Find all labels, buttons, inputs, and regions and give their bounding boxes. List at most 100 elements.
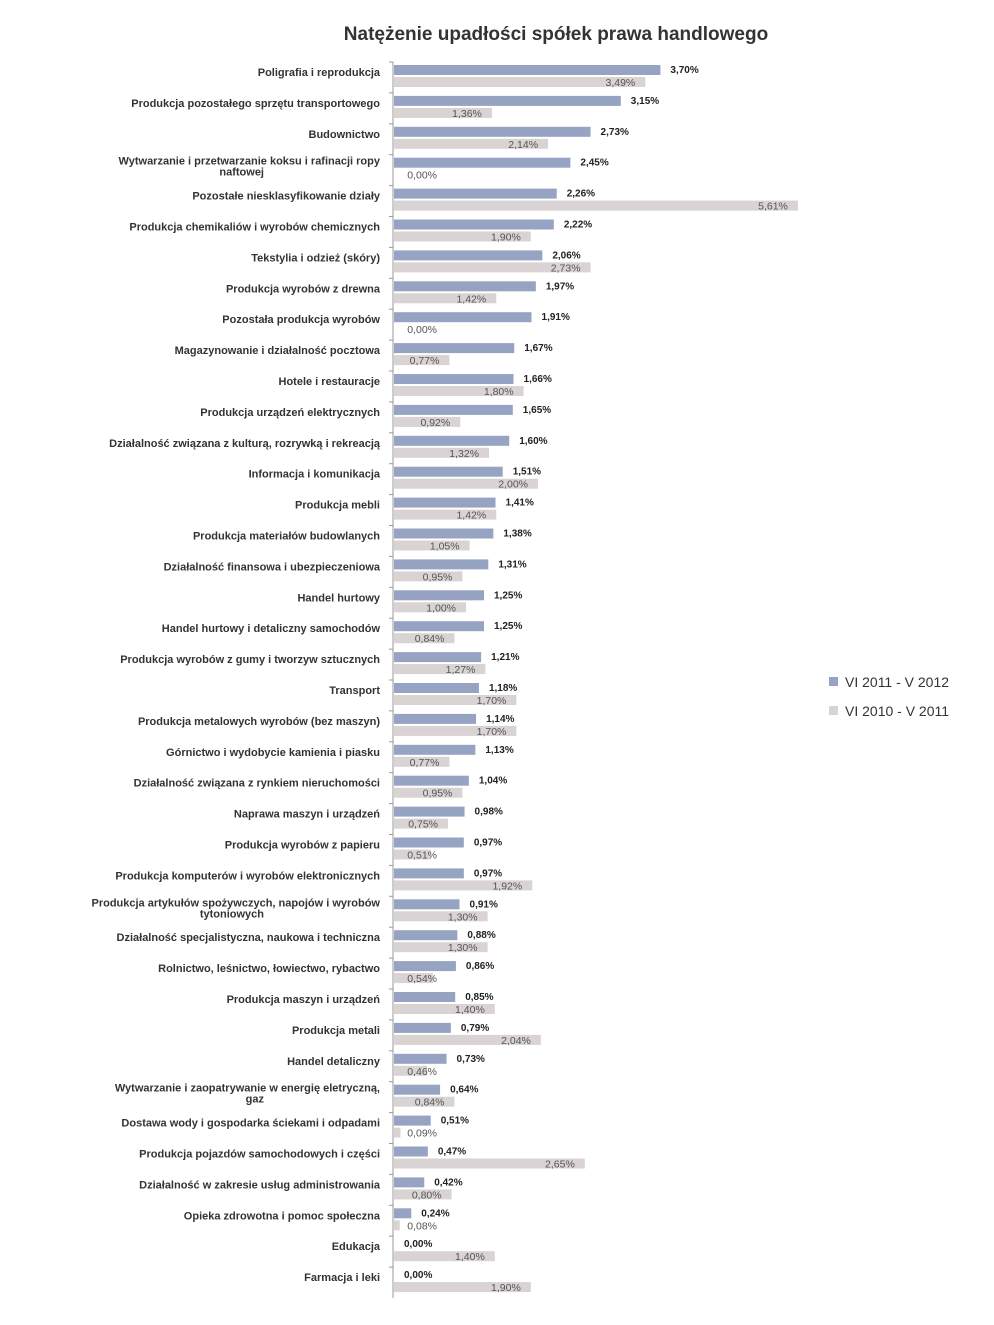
category-label: Transport [329, 685, 380, 697]
data-label-series-2: 0,80% [412, 1189, 442, 1201]
bar-series-1 [394, 559, 489, 570]
data-label-series-2: 0,00% [407, 324, 437, 336]
bar-series-2 [394, 1065, 428, 1076]
data-label-series-2: 1,40% [455, 1251, 485, 1263]
category-label: Działalność związana z kulturą, rozrywką… [109, 438, 381, 450]
bar-series-1 [394, 930, 458, 941]
data-label-series-1: 0,24% [421, 1208, 449, 1219]
data-label-series-2: 1,40% [455, 1004, 485, 1016]
category-label: Produkcja artykułów spożywczych, napojów… [91, 897, 380, 920]
data-label-series-2: 1,27% [446, 664, 476, 676]
data-label-series-1: 0,98% [475, 807, 503, 818]
bar-series-1 [394, 590, 484, 601]
data-label-series-2: 1,70% [477, 726, 507, 738]
category-label: Działalność w zakresie usług administrow… [139, 1179, 381, 1191]
data-label-series-1: 2,26% [567, 189, 595, 200]
category-label: Produkcja metali [292, 1025, 380, 1037]
bar-series-1 [394, 126, 591, 137]
data-label-series-1: 0,47% [438, 1147, 466, 1158]
bar-series-2 [394, 447, 490, 458]
bar-series-1 [394, 1084, 441, 1095]
data-label-series-2: 2,14% [508, 139, 538, 151]
data-label-series-2: 2,65% [545, 1159, 575, 1171]
bar-series-1 [394, 1177, 425, 1188]
bar-series-1 [394, 1208, 412, 1219]
bar-series-2 [394, 973, 433, 984]
bar-series-1 [394, 219, 554, 230]
data-label-series-2: 5,61% [758, 201, 788, 213]
bar-series-2 [394, 1189, 452, 1200]
category-label: Działalność finansowa i ubezpieczeniowa [164, 561, 381, 573]
data-label-series-2: 1,30% [448, 942, 478, 954]
bar-series-2 [394, 1251, 495, 1262]
bar-series-1 [394, 713, 477, 724]
data-label-series-2: 1,80% [484, 386, 514, 398]
category-label: Tekstylia i odzież (skóry) [251, 252, 380, 264]
bar-series-2 [394, 262, 591, 273]
category-label: Opieka zdrowotna i pomoc społeczna [184, 1210, 381, 1222]
data-label-series-2: 1,90% [491, 232, 521, 244]
data-label-series-1: 2,22% [564, 220, 592, 231]
bar-series-1 [394, 404, 513, 415]
bar-series-2 [394, 602, 466, 613]
data-label-series-1: 0,88% [467, 930, 495, 941]
data-label-series-2: 2,04% [501, 1035, 531, 1047]
category-label: Działalność specjalistyczna, naukowa i t… [117, 932, 381, 944]
bar-series-2 [394, 756, 450, 767]
data-label-series-1: 0,51% [441, 1116, 469, 1127]
data-label-series-1: 0,00% [404, 1239, 432, 1250]
data-label-series-1: 1,91% [542, 312, 570, 323]
bar-series-2 [394, 478, 538, 489]
bar-series-2 [394, 695, 517, 705]
bar-series-2 [394, 633, 455, 644]
category-label: Działalność związana z rynkiem nieruchom… [134, 778, 380, 790]
data-label-series-1: 0,97% [474, 838, 502, 849]
bar-series-1 [394, 868, 464, 879]
data-label-series-2: 0,84% [415, 633, 445, 645]
legend: VI 2011 - V 2012 VI 2010 - V 2011 [829, 667, 949, 725]
category-label: Handel detaliczny [287, 1056, 381, 1068]
bar-series-2 [394, 1034, 541, 1045]
data-label-series-1: 1,60% [519, 436, 547, 447]
data-label-series-2: 0,51% [407, 850, 437, 862]
data-label-series-1: 2,45% [580, 158, 608, 169]
data-label-series-1: 0,00% [404, 1270, 432, 1281]
bar-series-1 [394, 466, 503, 477]
data-label-series-1: 1,04% [479, 776, 507, 787]
data-label-series-1: 1,51% [513, 467, 541, 478]
bar-series-1 [394, 188, 557, 199]
data-label-series-1: 0,79% [461, 1023, 489, 1034]
data-label-series-2: 3,49% [605, 77, 635, 89]
legend-item-series-1: VI 2011 - V 2012 [829, 667, 949, 696]
bar-series-1 [394, 744, 476, 755]
data-label-series-1: 0,42% [434, 1177, 462, 1188]
data-label-series-2: 2,73% [551, 262, 581, 274]
data-label-series-2: 1,90% [491, 1282, 521, 1294]
bar-series-1 [394, 65, 661, 75]
category-label: Poligrafia i reprodukcja [258, 67, 381, 79]
data-label-series-1: 2,73% [601, 127, 629, 138]
chart-title: Natężenie upadłości spółek prawa handlow… [343, 24, 769, 45]
legend-swatch-series-2 [829, 706, 838, 715]
legend-swatch-series-1 [829, 677, 838, 686]
data-label-series-1: 0,91% [470, 899, 498, 910]
bar-series-1 [394, 837, 464, 848]
bar-series-2 [394, 1096, 455, 1107]
data-label-series-2: 0,75% [408, 819, 438, 831]
category-label: Produkcja pozostałego sprzętu transporto… [131, 98, 380, 110]
bar-series-1 [394, 683, 479, 693]
bar-series-2 [394, 1004, 495, 1014]
bar-series-1 [394, 528, 494, 539]
bar-series-2 [394, 787, 463, 798]
bar-series-1 [394, 775, 469, 786]
category-label: Wytwarzanie i zaopatrywanie w energię el… [115, 1083, 380, 1106]
data-label-series-2: 1,30% [448, 911, 478, 923]
bar-series-2 [394, 77, 646, 87]
bar-series-1 [394, 497, 496, 508]
category-label: Handel hurtowy [297, 592, 380, 604]
data-label-series-1: 1,13% [485, 745, 513, 756]
bar-series-2 [394, 1220, 400, 1231]
data-label-series-1: 1,97% [546, 281, 574, 292]
data-label-series-1: 0,64% [450, 1085, 478, 1096]
data-label-series-2: 2,00% [498, 479, 528, 491]
